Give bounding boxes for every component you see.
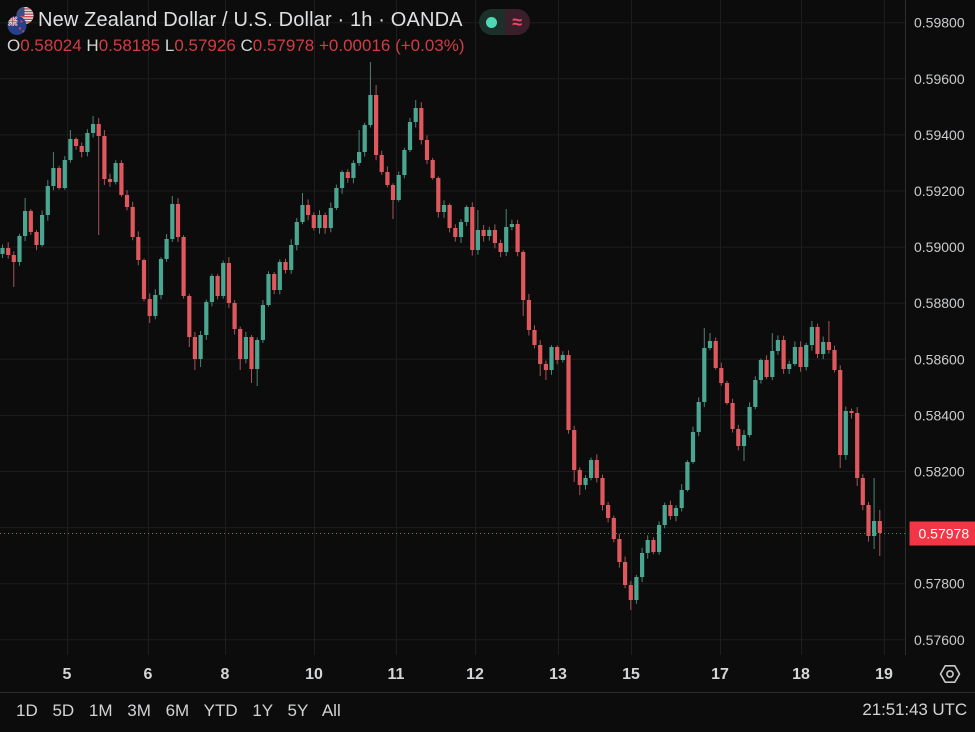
svg-text:0.58200: 0.58200 (914, 464, 965, 480)
svg-text:12: 12 (466, 666, 484, 683)
svg-text:0.57978: 0.57978 (919, 526, 970, 542)
svg-text:15: 15 (622, 666, 640, 683)
svg-text:0.57600: 0.57600 (914, 632, 965, 648)
svg-text:0.57800: 0.57800 (914, 576, 965, 592)
svg-text:5: 5 (63, 666, 72, 683)
svg-text:0.59600: 0.59600 (914, 71, 965, 87)
svg-text:8: 8 (221, 666, 230, 683)
svg-text:0.59200: 0.59200 (914, 183, 965, 199)
svg-text:10: 10 (305, 666, 323, 683)
svg-text:13: 13 (549, 666, 567, 683)
svg-text:11: 11 (388, 666, 405, 683)
svg-text:0.59400: 0.59400 (914, 127, 965, 143)
svg-text:0.59800: 0.59800 (914, 15, 965, 31)
svg-text:19: 19 (875, 666, 893, 683)
svg-text:6: 6 (144, 666, 153, 683)
svg-text:0.58400: 0.58400 (914, 407, 965, 423)
svg-text:0.58800: 0.58800 (914, 295, 965, 311)
svg-text:17: 17 (711, 666, 729, 683)
svg-text:0.59000: 0.59000 (914, 239, 965, 255)
svg-text:18: 18 (792, 666, 810, 683)
svg-text:0.58600: 0.58600 (914, 351, 965, 367)
